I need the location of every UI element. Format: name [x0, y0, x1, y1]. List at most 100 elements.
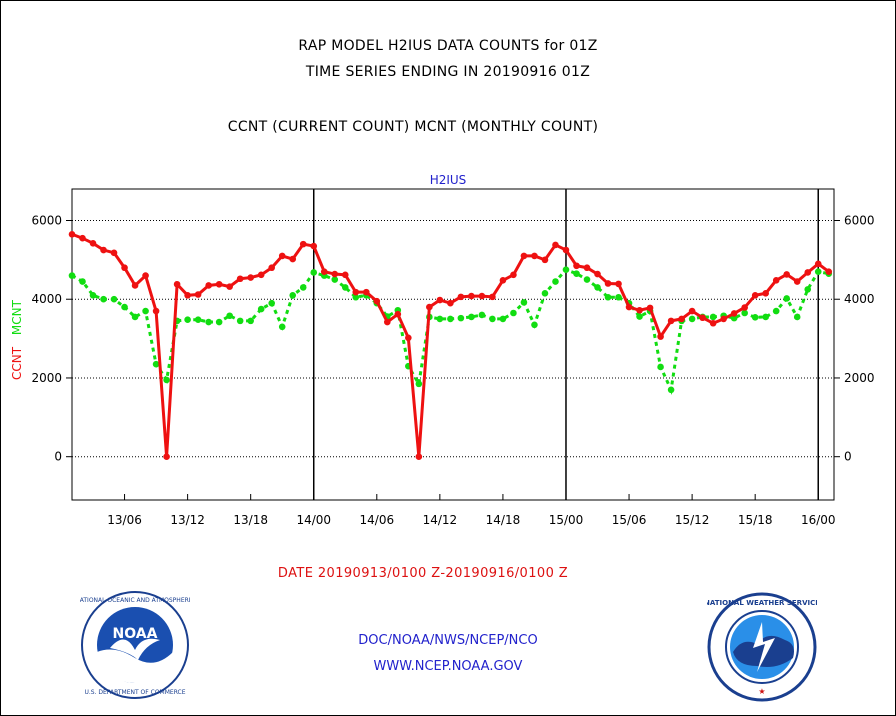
point-ccnt — [152, 307, 160, 315]
y-ticks-right: 0 2000 4000 6000 — [834, 213, 875, 464]
x-tick-label: 13/06 — [107, 513, 142, 527]
x-tick-label: 14/12 — [423, 513, 458, 527]
point-mcnt — [68, 272, 76, 279]
point-ccnt — [573, 262, 580, 270]
point-mcnt — [741, 309, 748, 317]
point-ccnt — [520, 252, 528, 260]
point-ccnt — [594, 270, 601, 278]
plot-frame — [71, 188, 835, 501]
url-line[interactable]: WWW.NCEP.NOAA.GOV — [373, 659, 523, 674]
y-tick-label: 6000 — [31, 213, 62, 227]
point-mcnt — [772, 307, 780, 315]
x-tick-label: 15/06 — [612, 513, 647, 527]
y-tick-label: 2000 — [844, 371, 875, 385]
point-ccnt — [426, 303, 433, 311]
point-mcnt — [730, 314, 738, 322]
point-mcnt — [562, 266, 570, 274]
point-mcnt — [510, 309, 517, 317]
point-ccnt — [331, 270, 339, 278]
point-mcnt — [100, 295, 107, 303]
org-line[interactable]: DOC/NOAA/NWS/NCEP/NCO — [358, 633, 538, 648]
point-mcnt — [573, 270, 580, 277]
grid — [72, 219, 834, 458]
point-ccnt — [531, 252, 538, 260]
point-ccnt — [688, 307, 696, 315]
point-ccnt — [468, 292, 475, 300]
point-mcnt — [762, 313, 769, 321]
point-mcnt — [89, 291, 97, 299]
date-range-label: DATE 20190913/0100 Z-20190916/0100 Z — [277, 566, 569, 581]
y-tick-label: 0 — [844, 450, 852, 464]
point-ccnt — [289, 255, 297, 263]
point-ccnt — [667, 317, 675, 325]
point-mcnt — [121, 303, 128, 311]
point-ccnt — [552, 241, 559, 249]
point-ccnt — [699, 314, 706, 322]
point-ccnt — [173, 280, 181, 288]
point-mcnt — [552, 278, 559, 285]
point-ccnt — [384, 318, 391, 326]
series-mcnt — [68, 266, 833, 395]
point-ccnt — [636, 306, 643, 314]
point-ccnt — [257, 271, 265, 279]
noaa-logo: NOAA NATIONAL OCEANIC AND ATMOSPHERIC U.… — [80, 591, 190, 699]
point-ccnt — [783, 271, 791, 278]
point-ccnt — [678, 315, 685, 323]
y-tick-label: 4000 — [31, 292, 62, 306]
point-ccnt — [709, 319, 717, 327]
point-ccnt — [499, 277, 507, 284]
point-ccnt — [373, 297, 381, 305]
point-mcnt — [615, 293, 622, 301]
point-mcnt — [205, 318, 212, 326]
point-mcnt — [278, 323, 286, 331]
point-mcnt — [499, 315, 507, 323]
point-ccnt — [457, 293, 465, 301]
point-ccnt — [310, 242, 318, 250]
point-mcnt — [415, 380, 423, 388]
x-tick-label: 14/18 — [486, 513, 521, 527]
point-mcnt — [814, 268, 822, 275]
point-mcnt — [194, 316, 202, 323]
point-mcnt — [709, 313, 717, 321]
point-mcnt — [152, 360, 160, 368]
point-mcnt — [447, 315, 454, 323]
point-mcnt — [110, 295, 118, 303]
point-ccnt — [720, 315, 727, 323]
ylabel-ccnt: CCNT — [10, 346, 24, 380]
point-mcnt — [131, 313, 139, 321]
point-ccnt — [793, 278, 801, 285]
point-ccnt — [394, 310, 402, 318]
point-ccnt — [299, 240, 307, 248]
point-mcnt — [352, 293, 360, 301]
point-ccnt — [268, 264, 275, 272]
series-line-mcnt — [71, 267, 830, 395]
point-ccnt — [751, 291, 759, 299]
point-ccnt — [320, 268, 328, 275]
point-ccnt — [478, 292, 486, 300]
chart-title-line2: TIME SERIES ENDING IN 20190916 01Z — [305, 64, 591, 80]
point-ccnt — [825, 268, 833, 275]
point-ccnt — [68, 230, 76, 238]
point-mcnt — [541, 290, 549, 297]
series-line-ccnt — [71, 232, 830, 457]
point-mcnt — [341, 284, 349, 291]
point-mcnt — [299, 284, 307, 291]
point-ccnt — [730, 310, 738, 317]
point-ccnt — [362, 288, 370, 296]
point-mcnt — [793, 313, 801, 321]
point-mcnt — [163, 376, 170, 384]
point-ccnt — [79, 234, 86, 242]
point-mcnt — [331, 276, 339, 283]
point-mcnt — [583, 276, 591, 283]
point-ccnt — [510, 271, 517, 279]
point-ccnt — [604, 280, 612, 287]
point-mcnt — [436, 315, 444, 323]
point-ccnt — [804, 269, 812, 276]
series-layer — [68, 230, 833, 460]
point-mcnt — [289, 291, 297, 299]
point-mcnt — [594, 284, 601, 291]
point-mcnt — [604, 293, 612, 301]
point-ccnt — [405, 334, 412, 342]
point-ccnt — [814, 260, 822, 268]
